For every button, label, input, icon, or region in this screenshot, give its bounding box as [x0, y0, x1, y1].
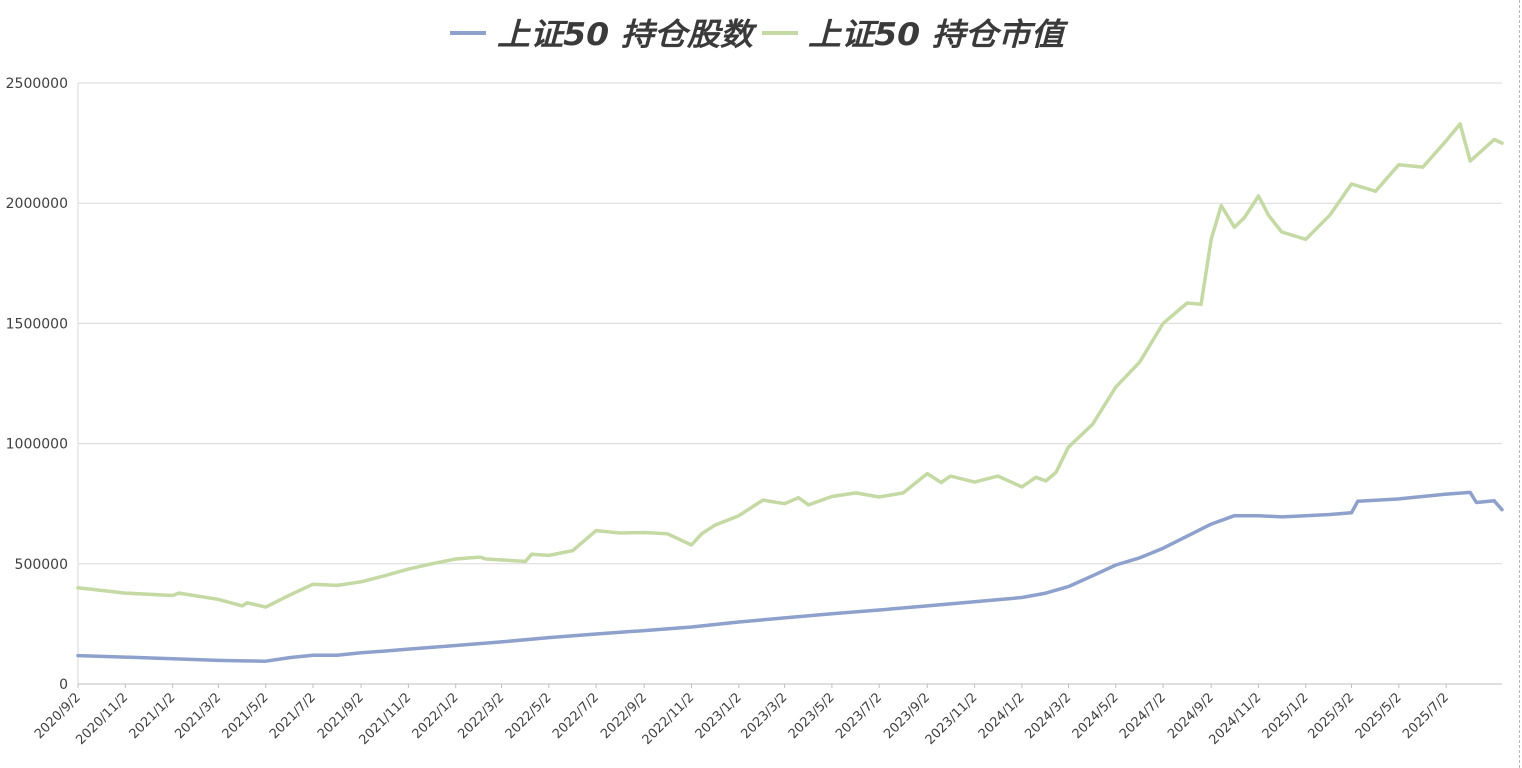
- x-tick-label: 2023/1/2: [693, 690, 745, 742]
- x-tick-label: 2025/3/2: [1305, 690, 1357, 742]
- y-tick-label: 500000: [15, 557, 68, 573]
- x-tick-label: 2022/11/2: [640, 690, 698, 748]
- x-tick-label: 2024/3/2: [1022, 690, 1074, 742]
- y-tick-label: 1000000: [6, 437, 68, 453]
- x-tick-label: 2024/5/2: [1070, 690, 1122, 742]
- y-tick-label: 2500000: [6, 76, 68, 92]
- x-axis: 2020/9/22020/11/22021/1/22021/3/22021/5/…: [32, 684, 1452, 748]
- series-lines: [76, 122, 1504, 663]
- x-tick-label: 2024/7/2: [1117, 690, 1169, 742]
- y-tick-label: 1500000: [6, 316, 68, 332]
- x-tick-label: 2021/11/2: [356, 690, 414, 748]
- x-tick-label: 2023/5/2: [786, 690, 838, 742]
- x-tick-label: 2024/1/2: [976, 690, 1028, 742]
- series-line-market-value: [76, 122, 1504, 609]
- x-tick-label: 2021/3/2: [172, 690, 224, 742]
- x-tick-label: 2023/11/2: [923, 690, 981, 748]
- gridlines: [77, 82, 1502, 685]
- legend: 上证50 持仓股数 上证50 持仓市值: [450, 17, 1069, 53]
- x-tick-label: 2021/7/2: [267, 690, 319, 742]
- x-tick-label: 2022/1/2: [410, 690, 462, 742]
- x-tick-label: 2020/11/2: [73, 690, 131, 748]
- x-tick-label: 2022/3/2: [455, 690, 507, 742]
- legend-label: 上证50 持仓市值: [808, 17, 1069, 53]
- right-dashed-border: [1519, 0, 1520, 768]
- legend-label: 上证50 持仓股数: [497, 17, 758, 53]
- x-tick-label: 2023/3/2: [739, 690, 791, 742]
- x-tick-label: 2025/7/2: [1400, 690, 1452, 742]
- x-tick-label: 2025/5/2: [1353, 690, 1405, 742]
- series-line-shares: [76, 490, 1504, 663]
- x-tick-label: 2024/11/2: [1207, 690, 1265, 748]
- x-tick-label: 2022/7/2: [550, 690, 602, 742]
- x-tick-label: 2023/7/2: [833, 690, 885, 742]
- y-axis: 0 500000 1000000 1500000 2000000 2500000: [6, 76, 68, 693]
- y-tick-label: 2000000: [6, 196, 68, 212]
- x-tick-label: 2021/5/2: [220, 690, 272, 742]
- y-tick-label: 0: [59, 677, 68, 693]
- x-tick-label: 2022/5/2: [503, 690, 555, 742]
- x-tick-label: 2021/1/2: [127, 690, 179, 742]
- x-tick-label: 2025/1/2: [1260, 690, 1312, 742]
